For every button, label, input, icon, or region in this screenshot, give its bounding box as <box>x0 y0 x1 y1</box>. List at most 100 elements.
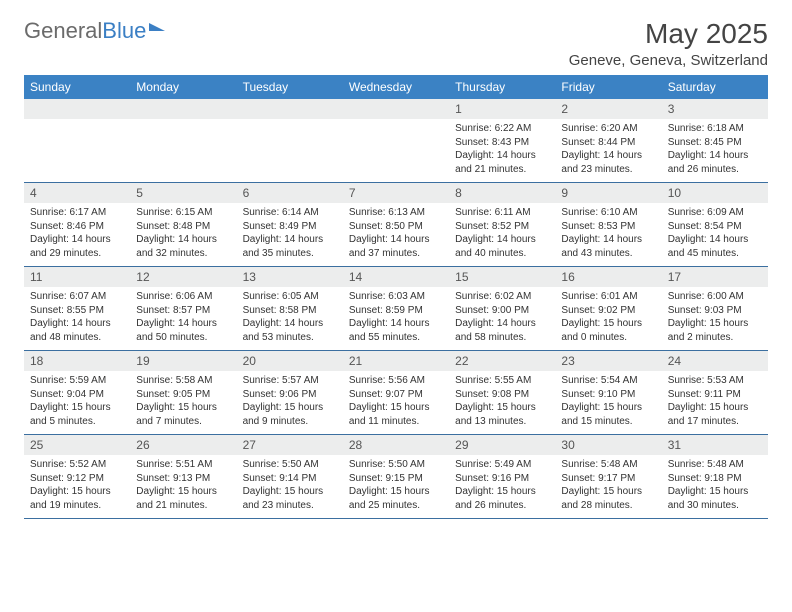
daylight-text: Daylight: 15 hours and 25 minutes. <box>349 485 443 512</box>
daylight-text: Daylight: 14 hours and 23 minutes. <box>561 149 655 176</box>
day-header: Sunday <box>24 75 130 99</box>
sunset-text: Sunset: 8:57 PM <box>136 304 230 318</box>
day-number-row: 123 <box>24 99 768 119</box>
day-number: 21 <box>343 351 449 371</box>
sunset-text: Sunset: 9:07 PM <box>349 388 443 402</box>
daylight-text: Daylight: 15 hours and 2 minutes. <box>668 317 762 344</box>
sunrise-text: Sunrise: 6:13 AM <box>349 206 443 220</box>
calendar-cell: Sunrise: 5:51 AMSunset: 9:13 PMDaylight:… <box>130 455 236 518</box>
daylight-text: Daylight: 14 hours and 21 minutes. <box>455 149 549 176</box>
sunrise-text: Sunrise: 5:51 AM <box>136 458 230 472</box>
sunset-text: Sunset: 8:58 PM <box>243 304 337 318</box>
sunset-text: Sunset: 9:17 PM <box>561 472 655 486</box>
sunset-text: Sunset: 8:43 PM <box>455 136 549 150</box>
day-number: 13 <box>237 267 343 287</box>
sunrise-text: Sunrise: 6:06 AM <box>136 290 230 304</box>
sunrise-text: Sunrise: 5:53 AM <box>668 374 762 388</box>
calendar-cell: Sunrise: 6:03 AMSunset: 8:59 PMDaylight:… <box>343 287 449 350</box>
sunrise-text: Sunrise: 5:48 AM <box>668 458 762 472</box>
day-number: 20 <box>237 351 343 371</box>
sunrise-text: Sunrise: 5:50 AM <box>349 458 443 472</box>
sunset-text: Sunset: 8:54 PM <box>668 220 762 234</box>
daylight-text: Daylight: 14 hours and 37 minutes. <box>349 233 443 260</box>
title-block: May 2025 Geneve, Geneva, Switzerland <box>569 18 768 69</box>
sunset-text: Sunset: 8:49 PM <box>243 220 337 234</box>
day-header: Wednesday <box>343 75 449 99</box>
daylight-text: Daylight: 15 hours and 13 minutes. <box>455 401 549 428</box>
daylight-text: Daylight: 15 hours and 30 minutes. <box>668 485 762 512</box>
day-number: 16 <box>555 267 661 287</box>
day-number: 5 <box>130 183 236 203</box>
sunset-text: Sunset: 9:13 PM <box>136 472 230 486</box>
day-number: 29 <box>449 435 555 455</box>
calendar-cell: Sunrise: 6:11 AMSunset: 8:52 PMDaylight:… <box>449 203 555 266</box>
logo-text-1: General <box>24 18 102 44</box>
daylight-text: Daylight: 15 hours and 26 minutes. <box>455 485 549 512</box>
day-number <box>130 99 236 119</box>
sunrise-text: Sunrise: 6:15 AM <box>136 206 230 220</box>
sunset-text: Sunset: 9:02 PM <box>561 304 655 318</box>
sunset-text: Sunset: 9:06 PM <box>243 388 337 402</box>
calendar-week: Sunrise: 6:07 AMSunset: 8:55 PMDaylight:… <box>24 287 768 351</box>
daylight-text: Daylight: 15 hours and 15 minutes. <box>561 401 655 428</box>
daylight-text: Daylight: 14 hours and 40 minutes. <box>455 233 549 260</box>
sunrise-text: Sunrise: 6:09 AM <box>668 206 762 220</box>
sunset-text: Sunset: 9:10 PM <box>561 388 655 402</box>
calendar-week: Sunrise: 6:22 AMSunset: 8:43 PMDaylight:… <box>24 119 768 183</box>
day-number: 2 <box>555 99 661 119</box>
sunrise-text: Sunrise: 5:54 AM <box>561 374 655 388</box>
calendar-cell: Sunrise: 5:54 AMSunset: 9:10 PMDaylight:… <box>555 371 661 434</box>
day-number: 28 <box>343 435 449 455</box>
daylight-text: Daylight: 15 hours and 17 minutes. <box>668 401 762 428</box>
day-number: 24 <box>662 351 768 371</box>
calendar-cell: Sunrise: 6:20 AMSunset: 8:44 PMDaylight:… <box>555 119 661 182</box>
calendar-cell: Sunrise: 5:52 AMSunset: 9:12 PMDaylight:… <box>24 455 130 518</box>
sunset-text: Sunset: 9:03 PM <box>668 304 762 318</box>
calendar-cell: Sunrise: 6:02 AMSunset: 9:00 PMDaylight:… <box>449 287 555 350</box>
sunrise-text: Sunrise: 6:11 AM <box>455 206 549 220</box>
calendar-cell: Sunrise: 6:15 AMSunset: 8:48 PMDaylight:… <box>130 203 236 266</box>
calendar-cell: Sunrise: 5:48 AMSunset: 9:17 PMDaylight:… <box>555 455 661 518</box>
day-number: 27 <box>237 435 343 455</box>
calendar-cell: Sunrise: 6:00 AMSunset: 9:03 PMDaylight:… <box>662 287 768 350</box>
sunset-text: Sunset: 8:48 PM <box>136 220 230 234</box>
page-title: May 2025 <box>569 18 768 50</box>
calendar-cell: Sunrise: 5:53 AMSunset: 9:11 PMDaylight:… <box>662 371 768 434</box>
sunset-text: Sunset: 9:04 PM <box>30 388 124 402</box>
calendar-cell: Sunrise: 5:57 AMSunset: 9:06 PMDaylight:… <box>237 371 343 434</box>
sunset-text: Sunset: 8:45 PM <box>668 136 762 150</box>
sunrise-text: Sunrise: 5:50 AM <box>243 458 337 472</box>
day-number: 3 <box>662 99 768 119</box>
daylight-text: Daylight: 14 hours and 55 minutes. <box>349 317 443 344</box>
calendar-week: Sunrise: 6:17 AMSunset: 8:46 PMDaylight:… <box>24 203 768 267</box>
day-number-row: 45678910 <box>24 183 768 203</box>
day-number: 23 <box>555 351 661 371</box>
sunrise-text: Sunrise: 5:52 AM <box>30 458 124 472</box>
day-number <box>24 99 130 119</box>
sunrise-text: Sunrise: 6:02 AM <box>455 290 549 304</box>
sunset-text: Sunset: 9:11 PM <box>668 388 762 402</box>
daylight-text: Daylight: 14 hours and 53 minutes. <box>243 317 337 344</box>
sunset-text: Sunset: 8:55 PM <box>30 304 124 318</box>
calendar-cell: Sunrise: 6:22 AMSunset: 8:43 PMDaylight:… <box>449 119 555 182</box>
day-number: 15 <box>449 267 555 287</box>
daylight-text: Daylight: 14 hours and 48 minutes. <box>30 317 124 344</box>
sunrise-text: Sunrise: 6:00 AM <box>668 290 762 304</box>
sunrise-text: Sunrise: 5:59 AM <box>30 374 124 388</box>
day-number-row: 11121314151617 <box>24 267 768 287</box>
day-number: 18 <box>24 351 130 371</box>
daylight-text: Daylight: 15 hours and 28 minutes. <box>561 485 655 512</box>
sunrise-text: Sunrise: 5:58 AM <box>136 374 230 388</box>
calendar-week: Sunrise: 5:59 AMSunset: 9:04 PM Daylight:… <box>24 371 768 435</box>
daylight-text: Daylight: 14 hours and 58 minutes. <box>455 317 549 344</box>
calendar-cell: Sunrise: 5:58 AMSunset: 9:05 PMDaylight:… <box>130 371 236 434</box>
sunrise-text: Sunrise: 5:55 AM <box>455 374 549 388</box>
sunset-text: Sunset: 8:53 PM <box>561 220 655 234</box>
day-number: 31 <box>662 435 768 455</box>
calendar-cell: Sunrise: 6:17 AMSunset: 8:46 PMDaylight:… <box>24 203 130 266</box>
calendar-cell: Sunrise: 6:05 AMSunset: 8:58 PMDaylight:… <box>237 287 343 350</box>
calendar-cell: Sunrise: 5:56 AMSunset: 9:07 PMDaylight:… <box>343 371 449 434</box>
sunset-text: Sunset: 9:08 PM <box>455 388 549 402</box>
calendar-cell: Sunrise: 6:14 AMSunset: 8:49 PMDaylight:… <box>237 203 343 266</box>
day-number: 17 <box>662 267 768 287</box>
